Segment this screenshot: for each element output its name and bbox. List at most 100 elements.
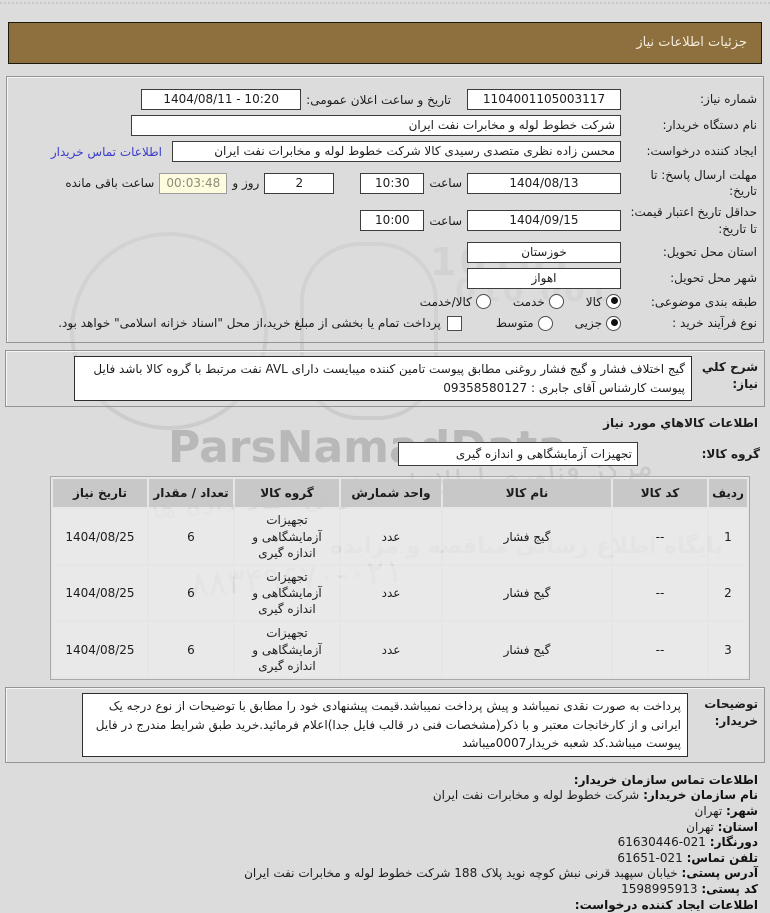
need-info-panel: شماره نیاز: 1104001105003117 تاریخ و ساع…: [6, 76, 764, 344]
cell-qty: 6: [149, 622, 233, 677]
radio-service-label: خدمت: [512, 294, 545, 309]
col-item-name: نام کالا: [443, 479, 611, 508]
reply-deadline-row: مهلت ارسال پاسخ: تا تاریخ: 1404/08/13 سا…: [15, 167, 757, 199]
contact-line: شهر: تهران: [12, 804, 758, 820]
goods-group-label: گروه کالا:: [701, 447, 760, 462]
validity-hour-label: ساعت: [429, 213, 462, 228]
cell-date: 1404/08/25: [53, 622, 147, 677]
postal-code: 1598995913: [621, 881, 698, 896]
radio-minor[interactable]: [606, 315, 621, 331]
radio-medium[interactable]: [537, 315, 553, 331]
radio-service[interactable]: [548, 294, 564, 310]
treasury-docs-checkbox[interactable]: [446, 315, 462, 331]
cell-qty: 6: [149, 509, 233, 564]
contact-label: دورنگار:: [709, 835, 758, 850]
cell-unit: عدد: [341, 565, 441, 621]
page-title-bar: جزئیات اطلاعات نیاز: [8, 22, 762, 64]
fax-number: 61630446-021: [617, 835, 706, 850]
general-description-label: شرح کلي نیاز:: [701, 360, 758, 391]
col-quantity: تعداد / مقدار: [149, 479, 233, 508]
cell-unit: عدد: [341, 622, 441, 677]
subject-category-row: طبقه بندی موضوعی: کالا خدمت کالا/خدمت: [15, 294, 757, 310]
contact-label: نام سازمان خریدار:: [643, 788, 758, 803]
contact-label: تلفن تماس:: [686, 850, 758, 865]
days-remaining-label: روز و: [232, 176, 260, 191]
cell-date: 1404/08/25: [53, 509, 147, 564]
goods-group-field[interactable]: تجهیزات آزمایشگاهی و اندازه گیری: [398, 442, 638, 467]
contact-label: کد پستی:: [701, 881, 758, 896]
buyer-notes-section: توضیحات خریدار: پرداخت به صورت نقدی نمیب…: [5, 687, 765, 763]
contact-line: دورنگار: 61630446-021: [12, 835, 758, 851]
cell-row: 1: [709, 509, 747, 564]
deadline-time-field[interactable]: 10:30: [360, 172, 425, 194]
radio-goods[interactable]: [606, 294, 621, 310]
cell-code: --: [613, 509, 707, 564]
delivery-city-row: شهر محل تحویل: اهواز: [15, 267, 757, 289]
table-row: 1 -- گیج فشار عدد تجهیزات آزمایشگاهی و ا…: [53, 509, 747, 564]
table-row: 2 -- گیج فشار عدد تجهیزات آزمایشگاهی و ا…: [53, 565, 747, 621]
announce-datetime-field[interactable]: 1404/08/11 - 10:20: [141, 89, 302, 110]
table-row: 3 -- گیج فشار عدد تجهیزات آزمایشگاهی و ا…: [53, 622, 747, 677]
price-validity-row: حداقل تاریخ اعتبار قیمت: تا تاریخ: 1404/…: [15, 204, 757, 236]
cell-code: --: [613, 622, 707, 677]
creator-row: ایجاد کننده درخواست: محسن زاده نظری متصد…: [15, 141, 757, 162]
subject-category-label: طبقه بندی موضوعی:: [650, 294, 757, 309]
col-group: گروه کالا: [235, 479, 339, 508]
col-need-date: تاریخ نیاز: [53, 479, 147, 508]
radio-medium-label: متوسط: [495, 316, 534, 331]
price-validity-label: حداقل تاریخ اعتبار قیمت: تا تاریخ:: [630, 205, 757, 236]
cell-name: گیج فشار: [443, 509, 611, 564]
purchase-process-row: نوع فرآیند خرید : جزیی متوسط پرداخت تمام…: [15, 315, 757, 331]
deadline-hour-label: ساعت: [429, 176, 462, 191]
contact-label: استان:: [717, 819, 758, 834]
col-item-code: کد کالا: [613, 479, 707, 508]
delivery-city-field[interactable]: اهواز: [467, 267, 621, 289]
validity-date-field[interactable]: 1404/09/15: [467, 210, 621, 232]
col-row: ردیف: [709, 479, 747, 508]
items-table-header-row: ردیف کد کالا نام کالا واحد شمارش گروه کا…: [53, 479, 747, 508]
contact-line: تلفن تماس: 61651-021: [12, 851, 758, 867]
radio-goods-service[interactable]: [475, 294, 491, 310]
creator-field[interactable]: محسن زاده نظری متصدی رسیدی کالا شرکت خطو…: [172, 141, 621, 162]
contact-value: شرکت خطوط لوله و مخابرات نفت ایران: [432, 788, 640, 803]
days-remaining-field: 2: [264, 172, 335, 194]
hours-remaining-label: ساعت باقی مانده: [65, 176, 155, 191]
cell-group: تجهیزات آزمایشگاهی و اندازه گیری: [235, 509, 339, 564]
creator-label: ایجاد کننده درخواست:: [646, 144, 757, 159]
cell-name: گیج فشار: [443, 565, 611, 621]
items-table: ردیف کد کالا نام کالا واحد شمارش گروه کا…: [50, 476, 750, 680]
contact-line: نام سازمان خریدار: شرکت خطوط لوله و مخاب…: [12, 788, 758, 804]
delivery-province-row: استان محل تحویل: خوزستان: [15, 241, 757, 263]
buyer-device-label: نام دستگاه خریدار:: [662, 118, 758, 133]
creator-info-title: اطلاعات ایجاد کننده درخواست:: [574, 897, 758, 912]
cell-row: 2: [709, 565, 747, 621]
delivery-city-label: شهر محل تحویل:: [670, 271, 757, 286]
perforation-strip: [0, 2, 770, 12]
cell-group: تجهیزات آزمایشگاهی و اندازه گیری: [235, 565, 339, 621]
col-unit: واحد شمارش: [341, 479, 441, 508]
need-number-row: شماره نیاز: 1104001105003117 تاریخ و ساع…: [15, 89, 757, 110]
need-number-field[interactable]: 1104001105003117: [467, 89, 621, 110]
treasury-docs-label: پرداخت تمام یا بخشی از مبلغ خرید،از محل …: [58, 316, 441, 331]
cell-qty: 6: [149, 565, 233, 621]
buyer-device-row: نام دستگاه خریدار: شرکت خطوط لوله و مخاب…: [15, 115, 757, 136]
contact-label: شهر:: [726, 803, 758, 818]
contact-value: تهران: [694, 803, 723, 818]
contact-line: استان: تهران: [12, 820, 758, 836]
buyer-device-field[interactable]: شرکت خطوط لوله و مخابرات نفت ایران: [131, 115, 621, 136]
countdown-timer: 00:03:48: [159, 172, 228, 194]
buyer-contact-link[interactable]: اطلاعات تماس خریدار: [50, 144, 162, 159]
deadline-date-field[interactable]: 1404/08/13: [467, 172, 621, 194]
delivery-province-field[interactable]: خوزستان: [467, 241, 621, 263]
general-description-section: شرح کلي نیاز: گیج اختلاف فشار و گیج فشار…: [5, 350, 765, 408]
reply-deadline-label: مهلت ارسال پاسخ: تا تاریخ:: [650, 168, 757, 199]
cell-name: گیج فشار: [443, 622, 611, 677]
need-number-label: شماره نیاز:: [700, 92, 757, 107]
contact-label: آدرس پستی:: [681, 866, 758, 881]
cell-date: 1404/08/25: [53, 565, 147, 621]
cell-code: --: [613, 565, 707, 621]
buyer-notes-box: پرداخت به صورت نقدی نمیباشد و پیش پرداخت…: [82, 693, 688, 757]
postal-address: خیابان سپهبد قرنی نبش کوچه نوید پلاک 188…: [244, 866, 678, 881]
validity-time-field[interactable]: 10:00: [360, 210, 425, 232]
cell-unit: عدد: [341, 509, 441, 564]
